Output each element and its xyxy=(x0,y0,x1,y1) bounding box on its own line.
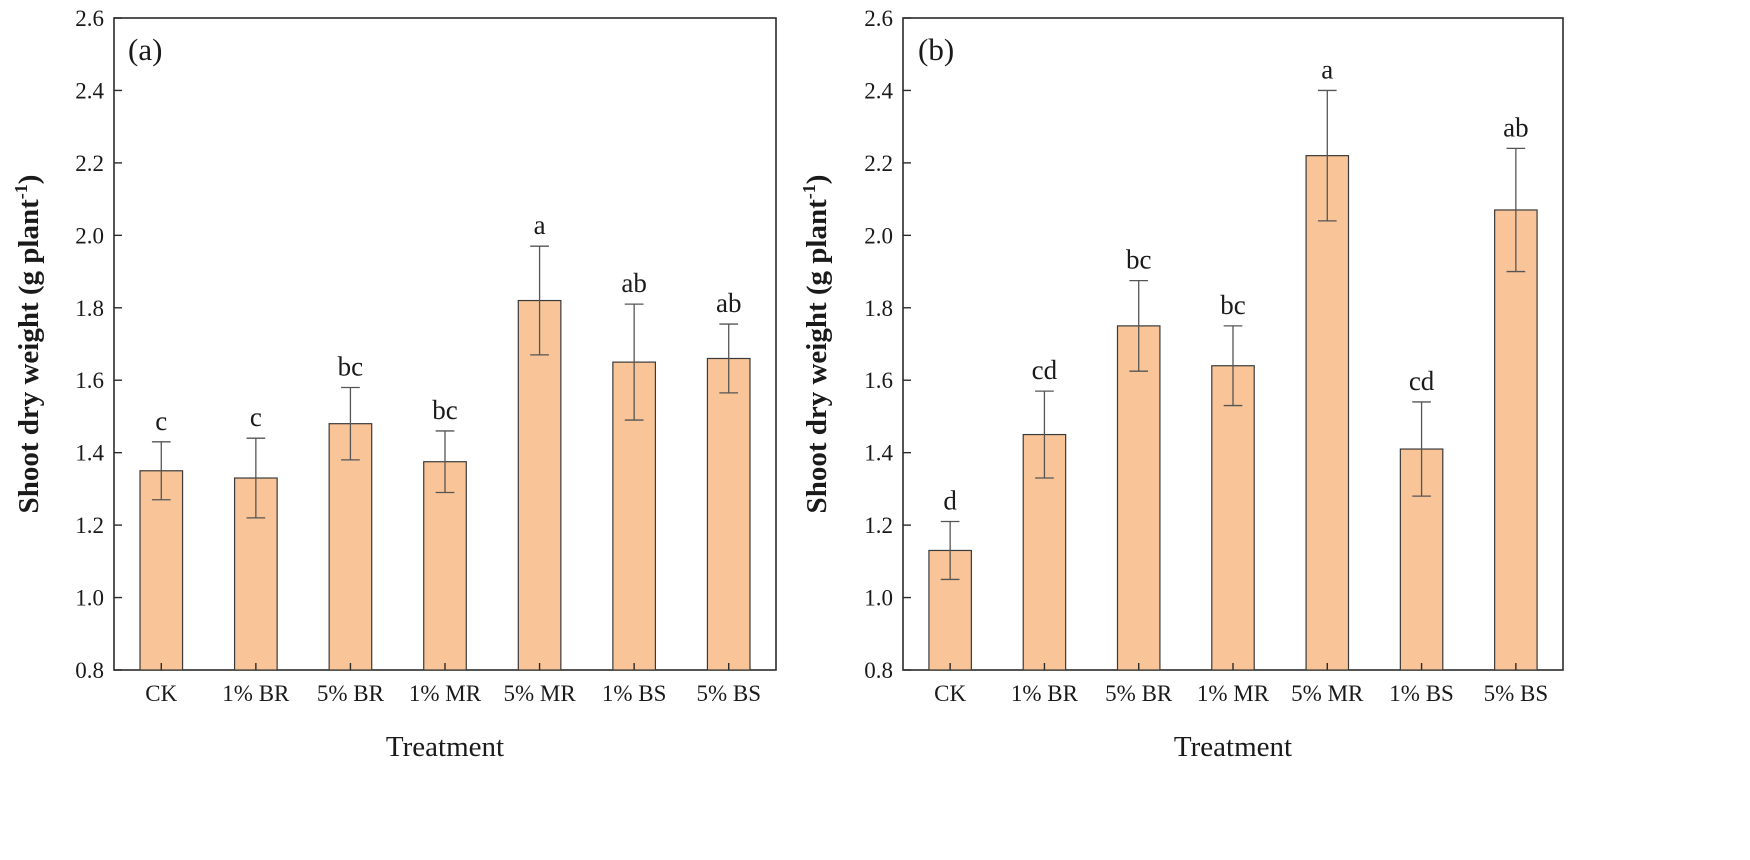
significance-label: ab xyxy=(1503,112,1528,142)
panel-a: (a) Treatment Shoot dry weight (g plant-… xyxy=(11,6,777,763)
y-ticks-b: 0.8 1.0 1.2 1.4 1.6 1.8 2.0 2.2 2.4 2.6 xyxy=(864,6,911,683)
significance-label: ab xyxy=(716,288,741,318)
significance-label: cd xyxy=(1409,366,1435,396)
x-tick-label: 1% BR xyxy=(222,681,290,706)
y-tick-label: 2.6 xyxy=(864,6,893,31)
y-axis-label-main-a: Shoot dry weight (g plant xyxy=(13,199,45,514)
significance-label: ab xyxy=(621,268,646,298)
x-tick-label: 5% MR xyxy=(1291,681,1364,706)
x-tick-label: 1% MR xyxy=(1197,681,1270,706)
x-tick-label: 5% BR xyxy=(317,681,385,706)
y-tick-label: 1.4 xyxy=(864,441,893,466)
y-axis-label-suffix-a: ) xyxy=(13,175,45,185)
y-tick-label: 1.0 xyxy=(75,586,104,611)
x-tick-label: CK xyxy=(145,681,177,706)
y-tick-label: 1.8 xyxy=(864,296,893,321)
significance-label: c xyxy=(250,402,262,432)
significance-label: cd xyxy=(1032,355,1058,385)
x-axis-label-a: Treatment xyxy=(386,731,504,763)
bars-a: c c bc bc a ab ab xyxy=(139,210,751,671)
bar xyxy=(706,357,751,671)
bar xyxy=(1116,325,1161,671)
significance-label: c xyxy=(155,406,167,436)
x-tick-label: 1% BS xyxy=(1389,681,1454,706)
bar xyxy=(328,423,373,671)
y-tick-label: 2.4 xyxy=(75,78,104,103)
y-tick-label: 0.8 xyxy=(864,658,893,683)
bar xyxy=(1211,365,1255,671)
y-axis-label-suffix-b: ) xyxy=(801,175,833,185)
y-tick-label: 1.6 xyxy=(864,368,893,393)
x-tick-label: 5% BR xyxy=(1105,681,1173,706)
x-axis-label-b: Treatment xyxy=(1174,731,1292,763)
x-tick-label: 1% MR xyxy=(409,681,482,706)
y-tick-label: 1.4 xyxy=(75,441,104,466)
y-axis-label-main-b: Shoot dry weight (g plant xyxy=(801,199,833,514)
x-ticks-b: CK 1% BR 5% BR 1% MR 5% MR 1% BS 5% BS xyxy=(934,663,1548,706)
bar xyxy=(139,470,184,671)
y-tick-label: 2.0 xyxy=(75,223,104,248)
x-tick-label: 1% BS xyxy=(602,681,667,706)
bar xyxy=(1494,209,1538,671)
y-tick-label: 2.4 xyxy=(864,78,893,103)
x-tick-label: 5% BS xyxy=(1484,681,1549,706)
panel-label-a: (a) xyxy=(128,32,162,67)
significance-label: a xyxy=(534,210,546,240)
y-axis-label-sup-a: -1 xyxy=(11,184,31,199)
significance-label: a xyxy=(1321,54,1333,84)
panel-label-b: (b) xyxy=(918,32,954,67)
x-tick-label: 5% MR xyxy=(503,681,576,706)
y-tick-label: 1.6 xyxy=(75,368,104,393)
y-axis-label-a: Shoot dry weight (g plant-1) xyxy=(11,175,45,514)
y-ticks-a: 0.8 1.0 1.2 1.4 1.6 1.8 2.0 2.2 2.4 2.6 xyxy=(75,6,122,683)
significance-label: bc xyxy=(1220,290,1246,320)
y-tick-label: 1.8 xyxy=(75,296,104,321)
x-tick-label: 5% BS xyxy=(696,681,761,706)
y-tick-label: 1.2 xyxy=(75,513,104,538)
significance-label: d xyxy=(943,485,957,515)
significance-label: bc xyxy=(432,395,458,425)
y-tick-label: 2.2 xyxy=(75,151,104,176)
y-tick-label: 2.6 xyxy=(75,6,104,31)
significance-label: bc xyxy=(338,351,364,381)
y-axis-label-sup-b: -1 xyxy=(799,184,819,199)
y-tick-label: 1.2 xyxy=(864,513,893,538)
x-ticks-a: CK 1% BR 5% BR 1% MR 5% MR 1% BS 5% BS xyxy=(145,663,761,706)
y-tick-label: 1.0 xyxy=(864,586,893,611)
y-axis-label-b: Shoot dry weight (g plant-1) xyxy=(799,175,833,514)
significance-label: bc xyxy=(1126,245,1152,275)
y-tick-label: 2.0 xyxy=(864,223,893,248)
bar xyxy=(517,299,562,671)
y-tick-label: 2.2 xyxy=(864,151,893,176)
panel-b: (b) Treatment Shoot dry weight (g plant-… xyxy=(799,6,1564,763)
x-tick-label: 1% BR xyxy=(1011,681,1079,706)
y-tick-label: 0.8 xyxy=(75,658,104,683)
bars-b: d cd bc bc a cd ab xyxy=(928,54,1538,671)
x-tick-label: CK xyxy=(934,681,966,706)
bar xyxy=(1305,155,1350,671)
